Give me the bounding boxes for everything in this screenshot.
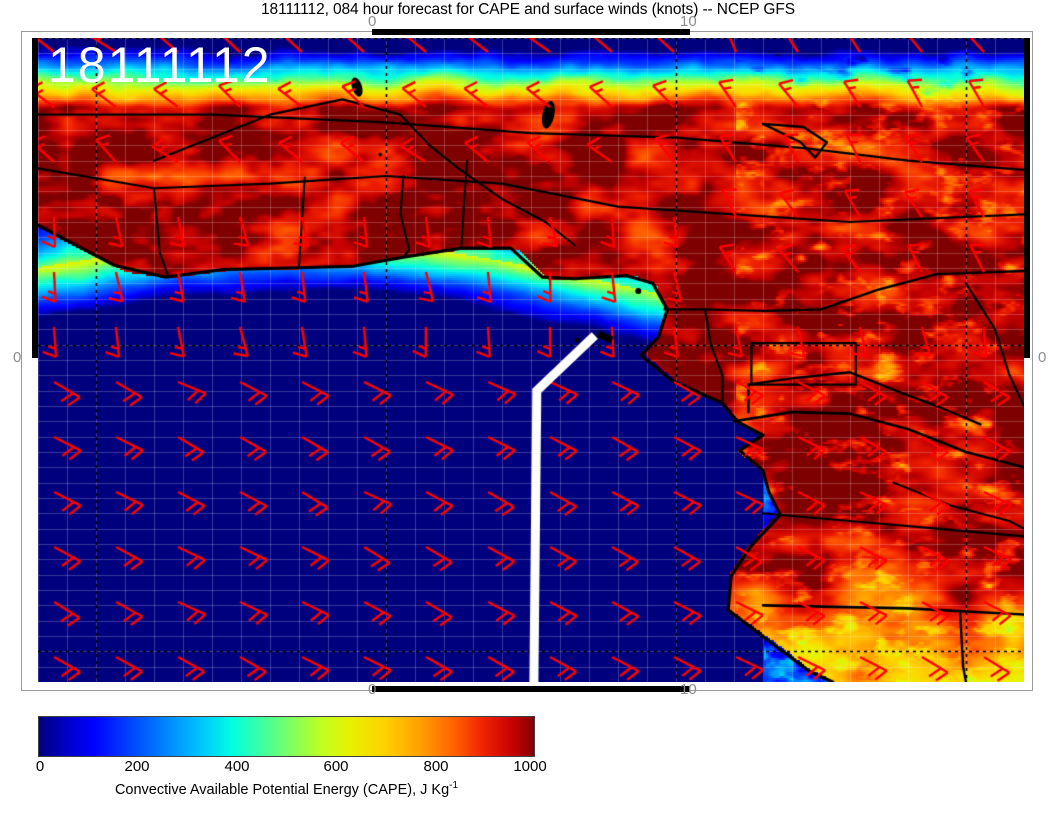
axis-bar-right [1024, 38, 1030, 358]
colorbar[interactable]: 0 200 400 600 800 1000 Convective Availa… [36, 716, 547, 798]
colorbar-axis-label: Convective Available Potential Energy (C… [38, 777, 535, 799]
axis-bar-left [32, 38, 38, 358]
axis-bar-bottom [372, 686, 690, 692]
x-tick-bottom-10: 10 [680, 681, 697, 698]
colorbar-label-exponent: -1 [449, 780, 459, 791]
cape-heatmap-canvas[interactable] [38, 38, 1024, 682]
colorbar-tick-0: 0 [35, 758, 45, 775]
colorbar-tick-800: 800 [423, 758, 449, 775]
x-tick-top-10: 10 [680, 13, 697, 30]
colorbar-label-text: Convective Available Potential Energy (C… [114, 781, 450, 798]
page-title: 18111112, 084 hour forecast for CAPE and… [261, 1, 795, 18]
colorbar-tick-400: 400 [224, 758, 250, 775]
axis-bar-top [372, 29, 690, 35]
colorbar-tick-600: 600 [323, 758, 349, 775]
y-tick-left-0: 0 [13, 349, 22, 366]
colorbar-tick-200: 200 [124, 758, 150, 775]
x-tick-top-0: 0 [368, 13, 377, 30]
map-plot-area[interactable] [38, 38, 1024, 682]
colorbar-tick-1000: 1000 [513, 758, 547, 775]
x-tick-bottom-0: 0 [368, 681, 377, 698]
colorbar-gradient [38, 716, 535, 757]
y-tick-right-0: 0 [1038, 349, 1047, 366]
